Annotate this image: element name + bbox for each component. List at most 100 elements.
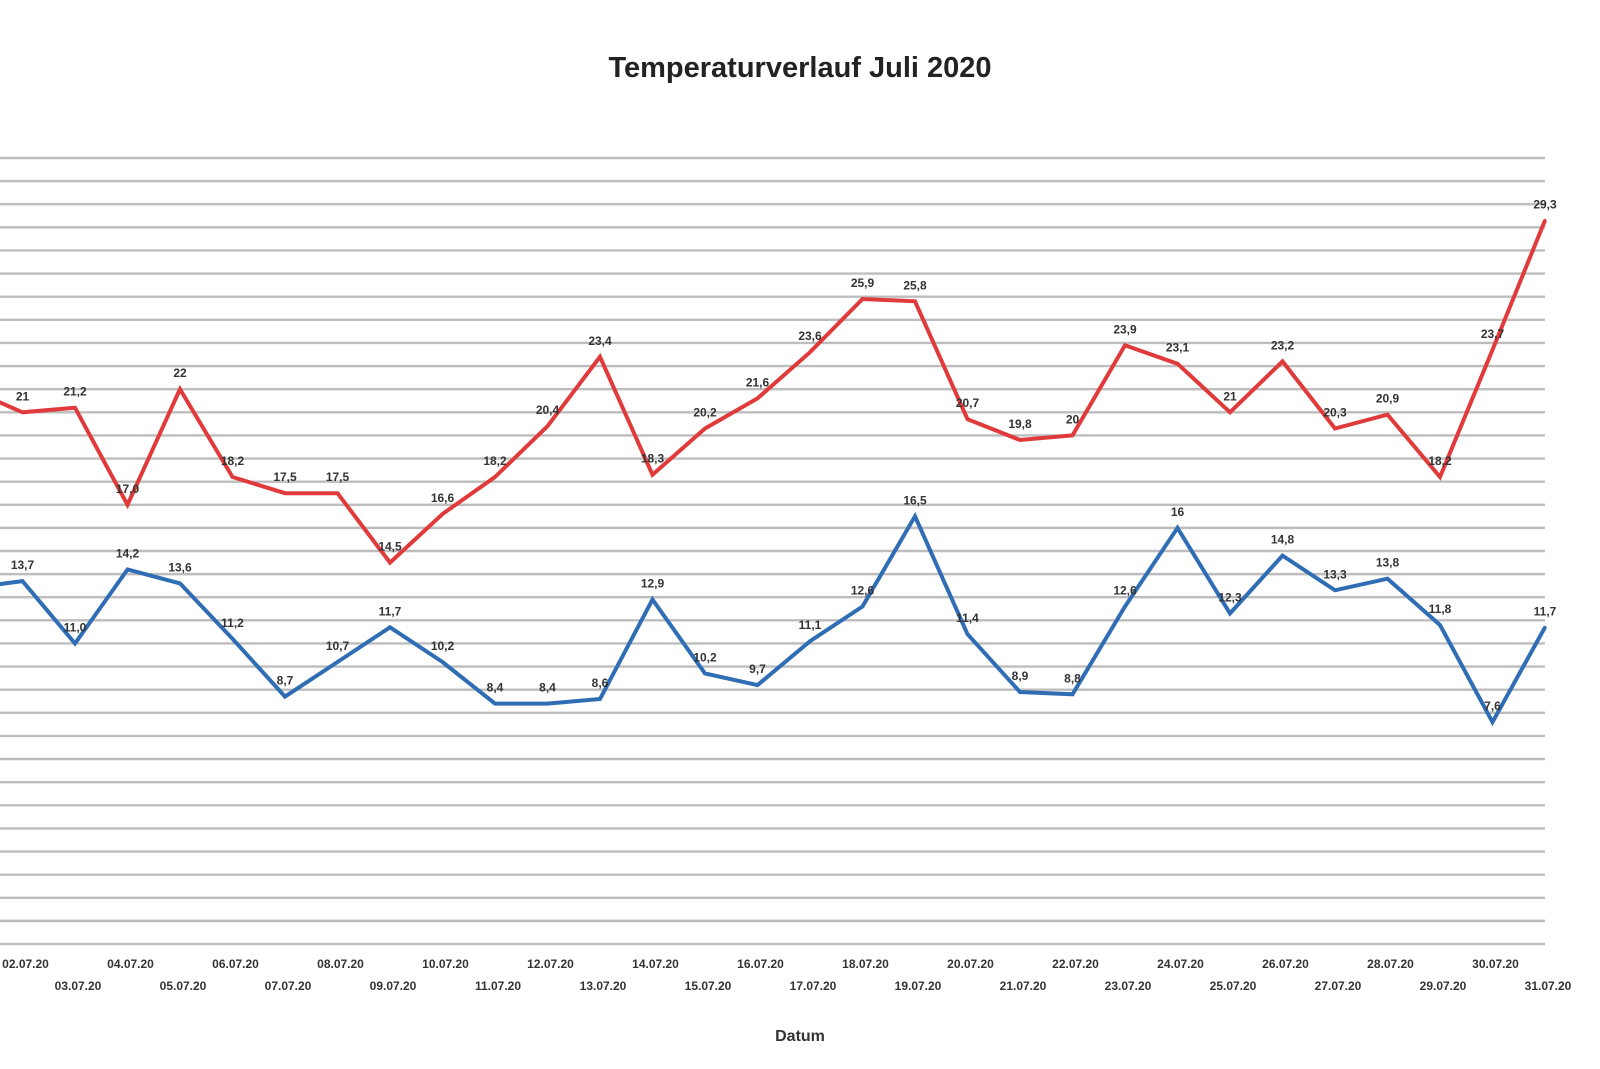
series-1-point (598, 355, 602, 359)
x-tick-label: 04.07.20 (107, 957, 154, 971)
data-label: 23,7 (1481, 327, 1505, 341)
x-tick-label: 09.07.20 (370, 979, 417, 993)
series-2-point (441, 660, 444, 664)
series-2-point (1123, 604, 1127, 608)
data-label: 29,3 (1533, 197, 1557, 211)
data-label: 13,6 (168, 560, 192, 574)
x-tick-label: 02.07.20 (2, 957, 49, 971)
data-label: 20 (1066, 412, 1080, 426)
series-2-point (1018, 690, 1022, 694)
data-label: 11,0 (64, 620, 87, 634)
data-label: 11,2 (221, 616, 244, 630)
x-tick-label: 05.07.20 (160, 979, 207, 993)
data-label: 18,2 (483, 454, 507, 468)
x-tick-label: 22.07.20 (1052, 957, 1099, 971)
series-2-point (1281, 554, 1284, 558)
data-label: 11,7 (379, 604, 402, 618)
series-2-point (1386, 577, 1389, 581)
x-tick-label: 12.07.20 (527, 957, 574, 971)
x-tick-label: 20.07.20 (947, 957, 994, 971)
data-label: 8,4 (539, 681, 556, 695)
series-1-point (546, 424, 549, 428)
x-tick-label: 03.07.20 (55, 979, 102, 993)
series-1-point (21, 410, 24, 414)
series-1-point (1281, 359, 1284, 363)
data-label: 20,7 (956, 396, 980, 410)
data-label: 20,3 (1323, 405, 1347, 419)
data-label: 13,7 (11, 558, 35, 572)
data-label: 8,4 (487, 681, 504, 695)
series-1-point (1176, 362, 1179, 366)
data-label: 12,6 (851, 583, 875, 597)
x-tick-label: 24.07.20 (1157, 957, 1204, 971)
x-tick-label: 08.07.20 (317, 957, 364, 971)
series-1-point (388, 561, 392, 565)
data-label: 8,7 (277, 674, 294, 688)
x-tick-label: 17.07.20 (790, 979, 837, 993)
data-label: 10,7 (326, 639, 350, 653)
data-label: 19,8 (1008, 417, 1032, 431)
data-label: 22 (173, 366, 187, 380)
series-2-point (126, 567, 129, 571)
data-label: 21 (1223, 389, 1237, 403)
x-axis-title: Datum (775, 1028, 825, 1045)
series-2-point (1333, 588, 1337, 592)
data-label: 21,6 (746, 375, 770, 389)
series-2-point (1176, 526, 1179, 530)
series-2-point (756, 683, 759, 687)
x-tick-label: 13.07.20 (580, 979, 627, 993)
x-tick-label: 31.07.20 (1525, 979, 1572, 993)
series-2-point (388, 625, 392, 629)
series-1-point (1018, 438, 1022, 442)
series-1-line (0, 219, 1547, 566)
chart-title: Temperaturverlauf Juli 2020 (608, 52, 992, 84)
series-1-point (808, 350, 812, 354)
series-2-point (1228, 611, 1232, 615)
series-1-point (651, 473, 654, 477)
series-1-point (913, 299, 917, 303)
x-tick-label: 23.07.20 (1105, 979, 1152, 993)
series-1-point (1071, 433, 1074, 437)
x-tick-label: 10.07.20 (422, 957, 469, 971)
series-1-point (73, 406, 77, 410)
series-1-point (1386, 413, 1389, 417)
series-lines (0, 218, 1547, 727)
data-label: 21 (16, 389, 30, 403)
x-tick-label: 19.07.20 (895, 979, 942, 993)
x-tick-label: 28.07.20 (1367, 957, 1414, 971)
data-label: 11,1 (799, 618, 822, 632)
data-label: 11,8 (1429, 602, 1452, 616)
series-1-point (441, 512, 444, 516)
data-label: 17,5 (273, 470, 297, 484)
data-label: 21,2 (63, 385, 87, 399)
series-1-point (1228, 410, 1232, 414)
data-label: 9,7 (749, 662, 766, 676)
series-2-point (861, 604, 864, 608)
data-label: 20,2 (693, 405, 717, 419)
x-tick-label: 15.07.20 (685, 979, 732, 993)
data-label: 12,3 (1218, 590, 1242, 604)
x-tick-label: 06.07.20 (212, 957, 259, 971)
series-2-point (1071, 692, 1074, 696)
series-2-point (283, 695, 287, 699)
data-label: 16,5 (903, 493, 927, 507)
series-1-point (1333, 426, 1337, 430)
x-tick-labels: 01.07.2002.07.2003.07.2004.07.2005.07.20… (2, 957, 1572, 993)
series-2-point (21, 579, 24, 583)
series-1-point (966, 417, 969, 421)
series-2-point (336, 660, 339, 664)
data-label: 11,7 (1534, 604, 1557, 618)
series-2-point (966, 632, 969, 636)
series-2-point (703, 672, 707, 676)
data-label: 20,4 (536, 403, 560, 417)
data-label: 12,9 (641, 577, 665, 591)
data-label: 23,4 (588, 334, 612, 348)
x-tick-label: 29.07.20 (1420, 979, 1467, 993)
data-label: 8,6 (592, 676, 609, 690)
series-2-point (73, 641, 77, 645)
data-label: 14,8 (1271, 533, 1295, 547)
data-label: 12,6 (1113, 583, 1137, 597)
data-label: 18,2 (221, 454, 245, 468)
